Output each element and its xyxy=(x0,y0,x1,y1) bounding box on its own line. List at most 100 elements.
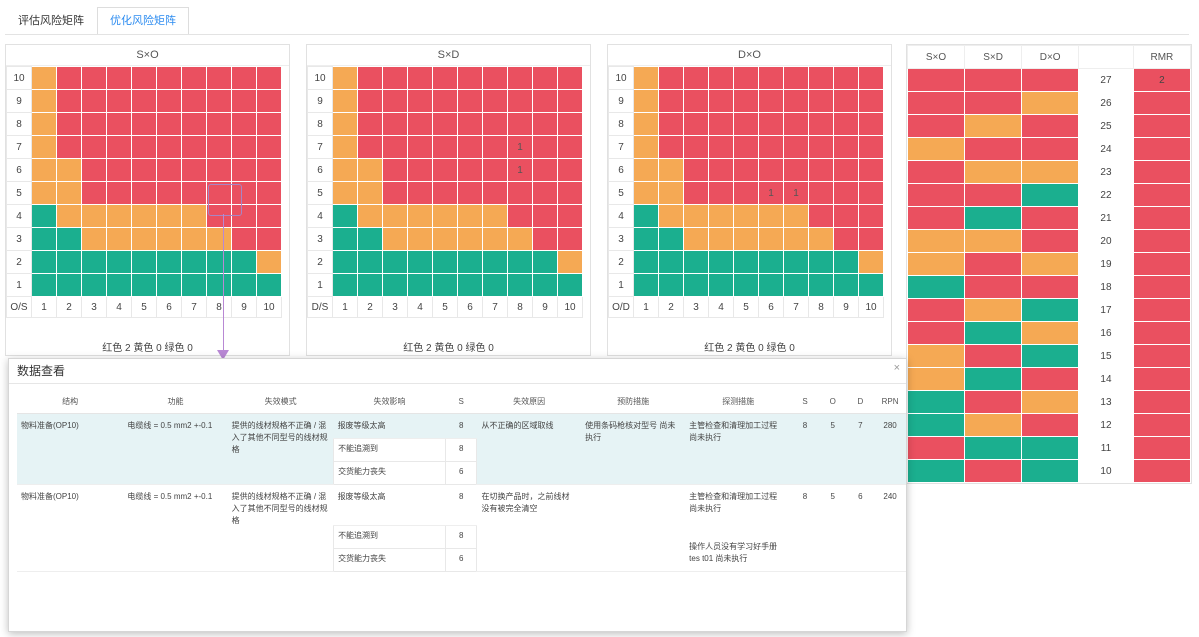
rank-cell[interactable] xyxy=(964,114,1023,138)
rank-cell[interactable] xyxy=(1021,390,1080,414)
matrix-cell[interactable] xyxy=(658,250,684,274)
matrix-cell[interactable] xyxy=(683,66,709,90)
matrix-cell[interactable] xyxy=(357,112,383,136)
matrix-cell[interactable] xyxy=(457,89,483,113)
matrix-cell[interactable] xyxy=(733,227,759,251)
rank-cell[interactable] xyxy=(964,321,1023,345)
matrix-cell[interactable] xyxy=(633,204,659,228)
matrix-cell[interactable] xyxy=(181,112,207,136)
matrix-cell[interactable] xyxy=(81,135,107,159)
matrix-cell[interactable] xyxy=(432,89,458,113)
matrix-cell[interactable] xyxy=(808,112,834,136)
matrix-cell[interactable] xyxy=(833,89,859,113)
rank-cell[interactable] xyxy=(906,321,966,345)
matrix-cell[interactable] xyxy=(407,89,433,113)
matrix-cell[interactable] xyxy=(206,158,232,182)
rank-cell[interactable] xyxy=(964,298,1023,322)
matrix-cell[interactable] xyxy=(407,181,433,205)
matrix-cell[interactable] xyxy=(808,89,834,113)
matrix-cell[interactable] xyxy=(482,135,508,159)
matrix-cell[interactable] xyxy=(557,181,583,205)
matrix-cell[interactable] xyxy=(808,135,834,159)
matrix-cell[interactable] xyxy=(708,112,734,136)
matrix-cell[interactable] xyxy=(357,66,383,90)
matrix-cell[interactable] xyxy=(206,273,232,297)
matrix-cell[interactable] xyxy=(783,273,809,297)
matrix-cell[interactable] xyxy=(708,66,734,90)
matrix-cell[interactable] xyxy=(407,135,433,159)
matrix-cell[interactable] xyxy=(858,204,884,228)
matrix-cell[interactable] xyxy=(457,204,483,228)
matrix-cell[interactable] xyxy=(131,273,157,297)
rank-cell[interactable] xyxy=(964,68,1023,92)
matrix-cell[interactable] xyxy=(256,66,282,90)
matrix-cell[interactable] xyxy=(808,273,834,297)
rank-cell[interactable] xyxy=(906,367,966,391)
matrix-cell[interactable] xyxy=(156,273,182,297)
matrix-cell[interactable] xyxy=(758,158,784,182)
matrix-cell[interactable] xyxy=(407,250,433,274)
matrix-cell[interactable] xyxy=(407,158,433,182)
rank-cell[interactable] xyxy=(964,275,1023,299)
matrix-cell[interactable] xyxy=(332,89,358,113)
matrix-cell[interactable] xyxy=(457,181,483,205)
matrix-cell[interactable] xyxy=(56,66,82,90)
matrix-cell[interactable] xyxy=(106,112,132,136)
matrix-cell[interactable] xyxy=(332,227,358,251)
matrix-cell[interactable] xyxy=(382,112,408,136)
matrix-cell[interactable] xyxy=(683,181,709,205)
matrix-cell[interactable] xyxy=(81,250,107,274)
matrix-cell[interactable] xyxy=(532,181,558,205)
matrix-cell[interactable] xyxy=(432,227,458,251)
matrix-cell[interactable] xyxy=(507,204,533,228)
matrix-cell[interactable] xyxy=(231,112,257,136)
matrix-cell[interactable] xyxy=(56,135,82,159)
matrix-cell[interactable] xyxy=(507,181,533,205)
rank-cell[interactable] xyxy=(1021,298,1080,322)
matrix-cell[interactable] xyxy=(382,250,408,274)
rank-cell[interactable] xyxy=(1021,252,1080,276)
matrix-cell[interactable] xyxy=(206,227,232,251)
matrix-cell[interactable] xyxy=(256,135,282,159)
rank-cell[interactable] xyxy=(906,68,966,92)
matrix-cell[interactable] xyxy=(56,227,82,251)
matrix-cell[interactable] xyxy=(482,273,508,297)
matrix-cell[interactable] xyxy=(708,273,734,297)
matrix-cell[interactable] xyxy=(407,112,433,136)
matrix-cell[interactable] xyxy=(432,66,458,90)
matrix-cell[interactable] xyxy=(683,89,709,113)
matrix-cell[interactable] xyxy=(532,112,558,136)
matrix-cell[interactable] xyxy=(131,204,157,228)
rank-cell[interactable] xyxy=(906,298,966,322)
matrix-cell[interactable] xyxy=(507,250,533,274)
matrix-cell[interactable] xyxy=(858,250,884,274)
matrix-cell[interactable] xyxy=(633,135,659,159)
matrix-cell[interactable] xyxy=(206,250,232,274)
matrix-cell[interactable] xyxy=(382,66,408,90)
matrix-cell[interactable] xyxy=(106,250,132,274)
matrix-cell[interactable] xyxy=(633,181,659,205)
matrix-cell[interactable] xyxy=(858,66,884,90)
matrix-cell[interactable] xyxy=(683,227,709,251)
matrix-cell[interactable] xyxy=(708,181,734,205)
matrix-cell[interactable] xyxy=(783,158,809,182)
matrix-cell[interactable] xyxy=(256,250,282,274)
rmr-cell[interactable] xyxy=(1132,344,1192,368)
matrix-cell[interactable] xyxy=(808,227,834,251)
matrix-cell[interactable] xyxy=(733,273,759,297)
matrix-cell[interactable] xyxy=(658,89,684,113)
matrix-cell[interactable] xyxy=(131,250,157,274)
matrix-cell[interactable] xyxy=(432,273,458,297)
matrix-cell[interactable] xyxy=(758,135,784,159)
matrix-cell[interactable] xyxy=(81,89,107,113)
rank-cell[interactable] xyxy=(964,459,1023,483)
matrix-cell[interactable] xyxy=(407,227,433,251)
matrix-cell[interactable] xyxy=(833,273,859,297)
matrix-cell[interactable] xyxy=(181,135,207,159)
matrix-cell[interactable] xyxy=(131,181,157,205)
matrix-cell[interactable] xyxy=(156,158,182,182)
matrix-cell[interactable] xyxy=(758,66,784,90)
matrix-cell[interactable] xyxy=(206,112,232,136)
matrix-cell[interactable] xyxy=(131,89,157,113)
matrix-cell[interactable] xyxy=(181,204,207,228)
